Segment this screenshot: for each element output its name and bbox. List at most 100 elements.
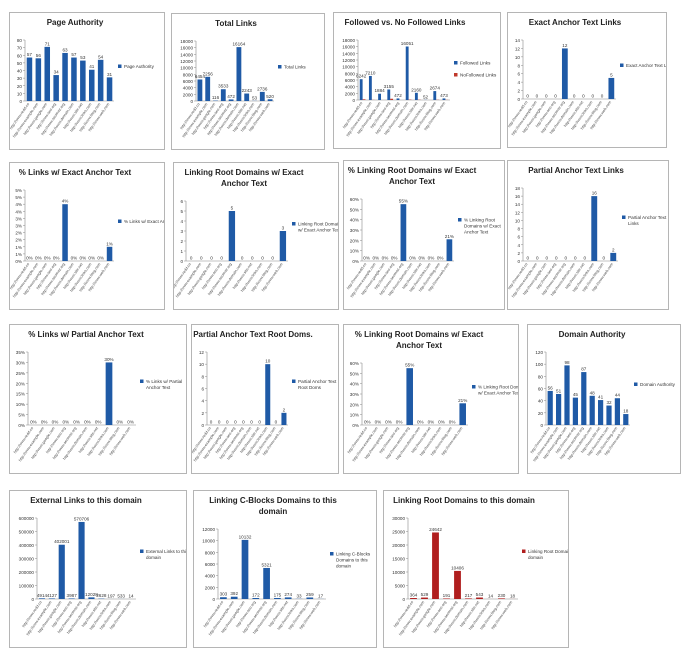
bar [623,414,629,425]
data-label: 44 [615,393,621,398]
bar [608,77,615,99]
legend-label: Anchor Text [146,385,171,390]
bar [244,93,250,101]
y-tick-label: 60% [350,197,359,202]
legend-swatch [622,215,626,219]
data-label: 2674 [430,86,441,91]
y-tick-label: 18000 [342,38,355,43]
data-label: 0% [364,420,371,425]
y-tick-label: 2% [15,231,22,236]
data-label: 0% [44,256,51,261]
y-tick-label: 500000 [19,530,35,535]
chart-svg: Partial Anchor Text Root Doms. 0 2 4 6 8 10 12 0… [192,330,337,462]
data-label: 0% [71,256,78,261]
data-label: 0 [591,94,594,99]
chart-pct-links-partial-anchor: % Links w/ Partial Anchor Text 0% 5% 10% 15%… [9,324,187,474]
data-label: 520 [266,94,274,99]
y-tick-label: 10% [350,249,359,254]
legend-label: Links [628,221,639,226]
data-label: 57 [71,52,77,57]
data-label: 18 [510,593,516,598]
y-tick-label: 5 [180,209,183,214]
chart-pct-links-exact-anchor: % Links w/ Exact Anchor Text 0% 1% 1% 2% 2% 3%… [9,162,165,310]
data-label: 0 [545,256,548,261]
y-tick-label: 0 [190,99,193,104]
y-tick-label: 25000 [392,530,405,535]
data-label: 56 [36,53,42,58]
y-tick-label: 2 [201,411,204,416]
y-tick-label: 15000 [392,557,405,562]
chart-linking-c-blocks: Linking C-Blocks Domains to this domain 0 2… [193,490,377,648]
chart-title: Exact Anchor Text Links [529,18,622,27]
data-label: 5321 [261,562,272,567]
bar [597,400,604,425]
legend-label: w/ Exact Anchor Text [298,228,338,233]
bar [564,365,570,425]
category-label: http://www.web.com [109,426,132,456]
data-label: 0 [226,420,229,425]
data-label: 63 [62,47,68,52]
y-tick-label: 60 [17,53,23,58]
data-label: 0% [127,420,134,425]
y-tick-label: 14000 [342,51,355,56]
bar [414,92,418,100]
data-label: 0% [428,420,435,425]
y-tick-label: 20% [350,238,359,243]
legend-label: External Links to this [146,549,186,554]
chart-title: domain [259,507,288,516]
y-tick-label: 60 [538,387,544,392]
bar [35,58,42,101]
y-tick-label: 10% [16,402,25,407]
y-tick-label: 12 [199,350,205,355]
data-label: 0% [53,256,60,261]
legend-label: domain [528,555,544,560]
category-label: http://www.web.com [491,600,514,630]
legend-label: Partial Anchor Text [298,379,337,384]
y-tick-label: 100 [535,362,543,367]
data-label: 0 [241,256,244,261]
data-label: 2 [612,247,615,252]
data-label: 543 [476,592,484,597]
chart-linking-root-domains-exact: Linking Root Domains w/ Exact Anchor Text… [173,162,339,310]
data-label: 0 [602,256,605,261]
y-tick-label: 8000 [205,550,216,555]
bar [62,204,68,261]
legend-label: Exact Anchor Text Links [626,63,666,68]
chart-svg: Linking Root Domains to this domain 0 5000… [392,496,568,636]
chart-title: Anchor Text [396,341,442,350]
y-tick-label: 100000 [19,584,35,589]
data-label: 0% [437,256,444,261]
data-label: 71 [45,41,51,46]
data-label: 45 [573,392,579,397]
y-tick-label: 2000 [205,585,216,590]
data-label: 392 [230,591,238,596]
y-tick-label: 25% [16,371,25,376]
data-label: 0% [391,256,398,261]
data-label: 0 [564,256,567,261]
bar [220,89,226,101]
chart-svg: Exact Anchor Text Links 0 2 4 6 8 10 12 14 0 0 0 0 12… [508,18,666,136]
bar [410,598,417,599]
y-tick-label: 4% [15,209,22,214]
bar [38,598,46,599]
y-tick-label: 10000 [180,66,193,71]
bar [97,59,104,101]
y-tick-label: 6000 [183,79,194,84]
y-tick-label: 5000 [395,584,406,589]
data-label: 303 [220,592,228,597]
data-label: 0% [116,420,123,425]
y-tick-label: 10000 [392,570,405,575]
chart-svg: % Links w/ Exact Anchor Text 0% 1% 1% 2% 2% 3%… [10,168,164,298]
y-tick-label: 40 [538,399,544,404]
y-tick-label: 16 [515,194,521,199]
data-label: 0% [449,420,456,425]
chart-domain-authority: Domain Authority 0 20 40 60 80 100 120 56 51 98 45 8… [527,324,681,474]
bar [406,368,413,425]
bar [281,412,287,425]
y-tick-label: 30% [16,360,25,365]
chart-svg: % Links w/ Partial Anchor Text 0% 5% 10% 15%… [13,330,182,462]
data-label: 0% [84,420,91,425]
y-tick-label: 50 [17,61,23,66]
y-tick-label: 30 [17,76,23,81]
y-tick-label: 20000 [392,543,405,548]
